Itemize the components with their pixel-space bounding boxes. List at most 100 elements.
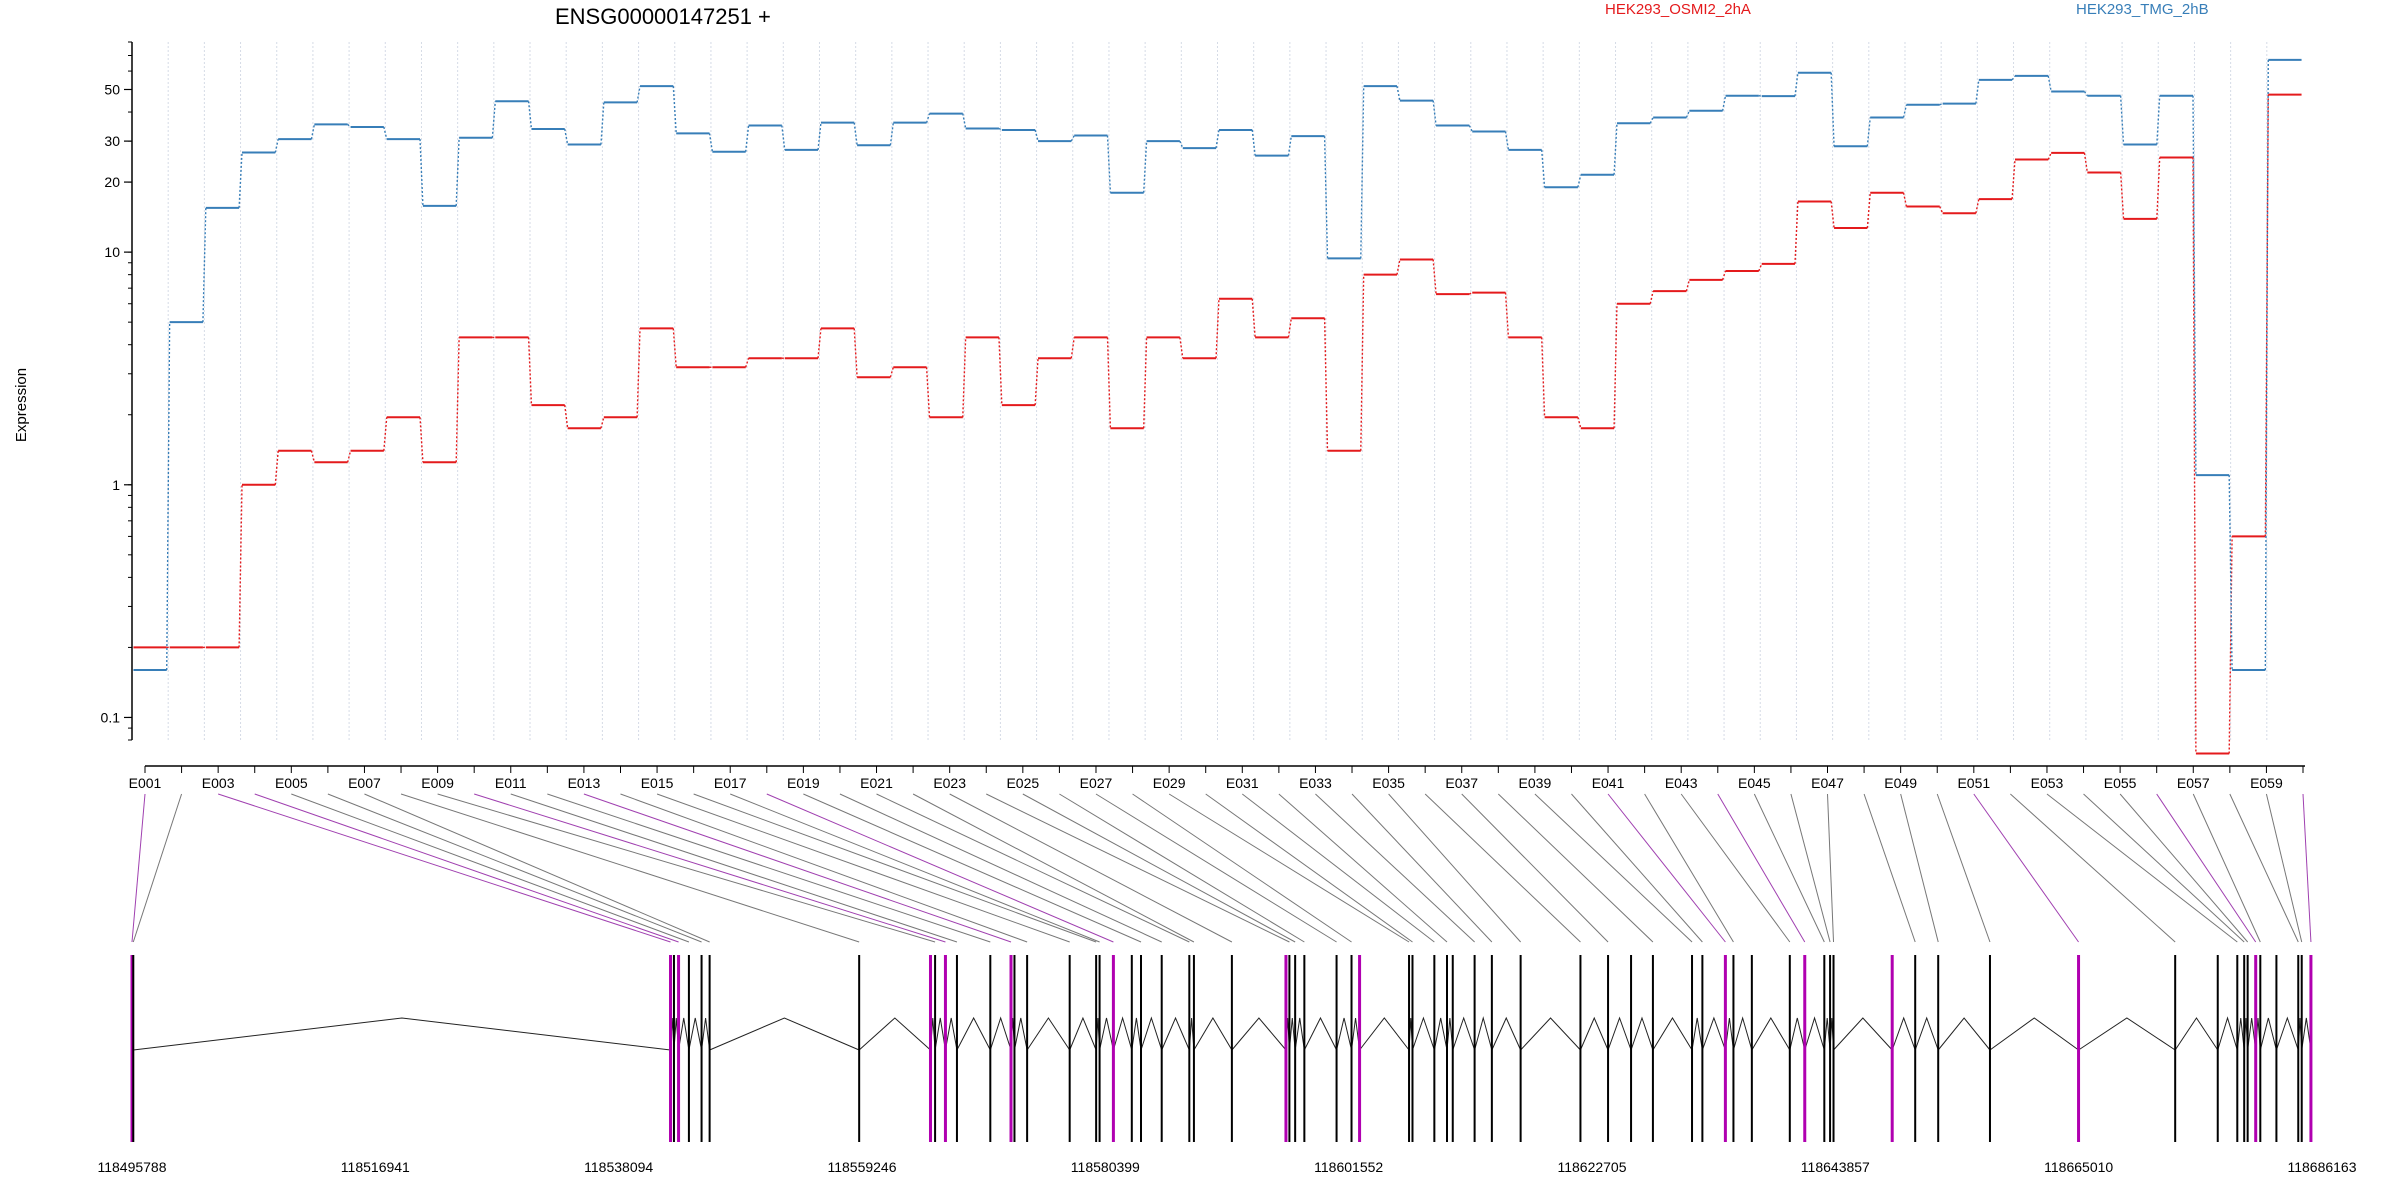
- exon-tick-label: E053: [2031, 775, 2064, 791]
- series-2-connector: [1179, 140, 1184, 149]
- exon-connector: [839, 793, 1162, 943]
- exon-bar: [2300, 955, 2303, 1142]
- exon-bar: [2216, 955, 2219, 1142]
- series-2-connector: [1287, 136, 1293, 156]
- exon-bar: [1433, 955, 1436, 1142]
- series-2-connector: [2264, 59, 2269, 670]
- series-2-connector: [1142, 141, 1148, 193]
- intron-line: [1989, 1017, 2079, 1051]
- exon-connector: [1973, 793, 2079, 943]
- series-1-connector: [1577, 417, 1582, 429]
- exon-bar: [2174, 955, 2177, 1142]
- intron-line: [944, 1017, 958, 1051]
- exon-connector: [1936, 793, 1991, 943]
- intron-line: [2259, 1017, 2277, 1051]
- exon-bar: [1408, 955, 1411, 1142]
- series-2-connector: [1034, 129, 1039, 142]
- exon-bar: [2297, 955, 2300, 1142]
- series-1-connector: [636, 328, 641, 418]
- exon-tick-label: E011: [495, 775, 527, 791]
- series-1-connector: [1396, 259, 1401, 275]
- y-tick-label: 50: [104, 81, 120, 97]
- exon-connector: [2083, 793, 2245, 943]
- exon-bar: [2254, 955, 2258, 1142]
- series-1-connector: [1504, 292, 1510, 338]
- intron-line: [1833, 1017, 1893, 1051]
- gene-model-layer: 118495788 118516941 118538094 118559246 1185…: [97, 955, 2357, 1175]
- series-2-connector: [1721, 95, 1727, 111]
- intron-line: [1789, 1017, 1806, 1051]
- series-2-connector: [1504, 131, 1510, 151]
- series-1-connector: [1469, 291, 1473, 295]
- series-2-connector: [564, 128, 569, 145]
- exon-connector: [2046, 793, 2238, 943]
- series-1: [133, 93, 2302, 755]
- axes-layer: 0.1 1 10 20 30 50 E001 E003 E005 E007 E009 E011 E013…: [101, 41, 2305, 791]
- exon-bar: [943, 955, 947, 1142]
- genomic-tick-label: 118516941: [341, 1159, 410, 1175]
- intron-line: [1804, 1016, 1825, 1051]
- exon-connector: [1205, 793, 1413, 943]
- exon-bar: [1750, 955, 1753, 1142]
- series-2-connector: [2083, 91, 2088, 97]
- intron-line: [1630, 1016, 1654, 1051]
- series-1-connector: [310, 450, 316, 463]
- exon-connector: [620, 793, 1028, 943]
- exon-connector: [400, 793, 860, 943]
- intron-line: [1131, 1017, 1142, 1051]
- intron-line: [858, 1017, 931, 1051]
- exon-connector: [1571, 793, 1703, 943]
- exon-connector: [510, 793, 958, 943]
- exon-tick-label: E001: [129, 775, 162, 791]
- exon-connector: [1241, 793, 1435, 943]
- genomic-tick-label: 118643857: [1801, 1159, 1870, 1175]
- exon-connector: [1717, 793, 1806, 943]
- intron-line: [1474, 1016, 1493, 1051]
- exon-connector: [131, 793, 146, 943]
- exon-bar: [1358, 955, 1362, 1142]
- exon-connector: [1534, 793, 1693, 943]
- intron-line: [688, 1017, 703, 1051]
- exon-bar: [1230, 955, 1233, 1142]
- exon-connector: [2119, 793, 2249, 943]
- exon-bar: [1914, 955, 1917, 1142]
- series-2-connector: [998, 127, 1003, 131]
- intron-line: [2236, 1017, 2245, 1051]
- series-1-connector: [1721, 270, 1727, 281]
- intron-line: [1231, 1017, 1287, 1051]
- genomic-tick-label: 118559246: [827, 1159, 896, 1175]
- intron-line: [1433, 1017, 1448, 1051]
- series-2-connector: [1830, 72, 1835, 147]
- exon-bar: [1284, 955, 1288, 1142]
- exon-connector: [1168, 793, 1410, 943]
- exon-connector: [327, 793, 702, 943]
- series-1-connector: [1215, 298, 1220, 359]
- exon-connector: [1315, 793, 1475, 943]
- series-2-connector: [527, 101, 533, 130]
- exon-connector: [474, 793, 946, 943]
- intron-line: [989, 1016, 1012, 1051]
- intron-line: [1914, 1016, 1939, 1051]
- series-2-connector: [2047, 75, 2052, 92]
- exon-tick-label: E037: [1445, 775, 1478, 791]
- intron-line: [1452, 1016, 1476, 1051]
- exon-bar: [1732, 955, 1735, 1142]
- series-layer: [133, 58, 2302, 755]
- series-1-connector: [853, 328, 858, 378]
- exon-tick-label: E031: [1226, 775, 1259, 791]
- series-1-connector: [1106, 337, 1112, 429]
- series-2-connector: [2156, 95, 2161, 145]
- series-2-connector: [708, 133, 714, 152]
- exon-tick-label: E013: [568, 775, 601, 791]
- exon-connector: [2265, 793, 2303, 943]
- exon-tick-label: E059: [2250, 775, 2283, 791]
- exon-bar: [1098, 955, 1101, 1142]
- series-1-connector: [1794, 201, 1799, 264]
- series-2-connector: [1939, 102, 1943, 106]
- exon-tick-label: E027: [1080, 775, 1113, 791]
- exon-bar: [1937, 955, 1940, 1142]
- exon-bar: [2236, 955, 2239, 1142]
- exon-connector: [1680, 793, 1791, 943]
- exon-bar: [1111, 955, 1115, 1142]
